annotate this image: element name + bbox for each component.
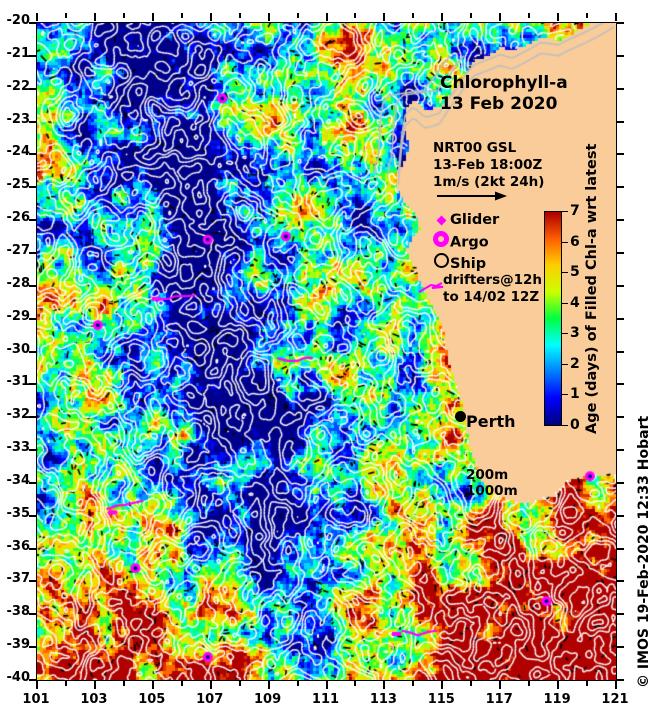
y-tick-label: -20 [6,13,31,28]
x-tick-label: 103 [80,692,108,707]
y-tick-label: -38 [6,604,31,620]
info-line-2: 13-Feb 18:00Z [433,157,543,173]
y-tick-label: -31 [6,374,31,390]
perth-marker-icon [455,411,466,422]
x-tick-label: 107 [196,692,224,707]
x-tick-label: 121 [601,692,629,707]
colorbar-tick-label: 1 [570,386,580,403]
y-tick-label: -39 [6,637,31,653]
colorbar-title: Age (days) of Filled Chl-a wrt latest [566,144,600,436]
y-tick-label: -30 [6,341,31,357]
depth-contour-legend: 200m 1000m [466,467,518,499]
colorbar-tick [562,211,568,212]
y-tick-label: -28 [6,275,31,291]
y-tick-label: -21 [6,45,31,61]
colorbar-tick-label: 0 [570,417,580,433]
drifter-line-2: to 14/02 12Z [443,289,540,305]
x-tick-label: 111 [311,692,340,707]
y-tick-label: -40 [6,670,31,685]
colorbar-tick [562,364,568,365]
ship-icon [432,253,450,275]
x-tick-label: 113 [369,692,397,707]
y-tick-label: -33 [6,440,31,456]
x-tick-label: 105 [138,692,166,707]
x-tick-label: 119 [543,692,571,707]
y-tick-label: -27 [6,242,31,258]
model-info-block: NRT00 GSL 13-Feb 18:00Z 1m/s (2kt 24h) [433,140,544,191]
title-line-1: Chlorophyll-a [440,73,568,93]
colorbar[interactable]: 0 1 2 3 4 5 6 7 [544,204,580,432]
y-tick-label: -25 [6,177,31,193]
legend-label-glider: Glider [450,212,500,228]
colorbar-tick [562,394,568,395]
colorbar-tick-label: 5 [570,264,580,281]
legend-label-ship: Ship [450,256,487,272]
y-tick-label: -32 [6,407,31,423]
drifter-note: drifters@12h to 14/02 12Z [443,272,542,306]
copyright-text: © IMOS 19-Feb-2020 12:33 Hobart [636,415,649,688]
map-title: Chlorophyll-a 13 Feb 2020 [440,73,568,115]
x-tick-label: 109 [254,692,282,707]
info-line-1: NRT00 GSL [433,140,517,156]
y-tick-label: -23 [6,111,31,127]
map-plot-area[interactable] [36,22,617,681]
colorbar-tick [562,333,568,334]
x-tick-label: 115 [427,692,455,707]
drifter-track-icon [418,282,444,293]
colorbar-tick [562,242,568,243]
colorbar-tick [562,303,568,304]
colorbar-tick-label: 2 [570,355,580,372]
y-tick-label: -36 [6,538,31,554]
info-line-3: 1m/s (2kt 24h) [433,174,545,190]
x-tick-label: 117 [485,692,513,707]
copyright-credit: © IMOS 19-Feb-2020 12:33 Hobart [619,416,649,690]
x-tick-label: 101 [22,692,50,707]
title-line-2: 13 Feb 2020 [440,94,558,114]
legend-row-glider: Glider [432,209,542,231]
argo-icon [432,231,450,254]
y-axis-labels: -20 -21 -22 -23 -24 -25 -26 -27 -28 -29 -30 -31 -32 -… [0,0,31,720]
colorbar-tick [562,272,568,273]
y-tick-label: -37 [6,571,31,587]
platform-legend: Glider Argo Ship [432,209,542,275]
y-tick-label: -34 [6,472,31,488]
colorbar-tick-label: 6 [570,233,580,250]
y-tick-label: -26 [6,210,31,226]
y-tick-label: -22 [6,78,31,94]
y-tick-label: -35 [6,505,31,521]
chlorophyll-age-heatmap[interactable] [37,23,616,680]
velocity-scale-arrow-icon [437,191,507,201]
y-tick-label: -24 [6,144,31,160]
legend-label-argo: Argo [450,234,489,251]
legend-row-ship: Ship [432,253,542,275]
depth-label-200m: 200m [466,467,509,483]
colorbar-tick-label: 7 [570,203,580,219]
perth-label: Perth [466,412,516,431]
colorbar-tick [562,425,568,426]
colorbar-title-text: Age (days) of Filled Chl-a wrt latest [584,143,600,434]
colorbar-tick-label: 4 [570,294,580,311]
drifter-line-1: drifters@12h [443,272,543,288]
colorbar-gradient [544,211,562,426]
colorbar-tick-label: 3 [570,325,580,342]
legend-row-argo: Argo [432,231,542,253]
glider-icon [432,209,450,231]
y-tick-label: -29 [6,308,31,324]
depth-label-1000m: 1000m [466,483,518,499]
